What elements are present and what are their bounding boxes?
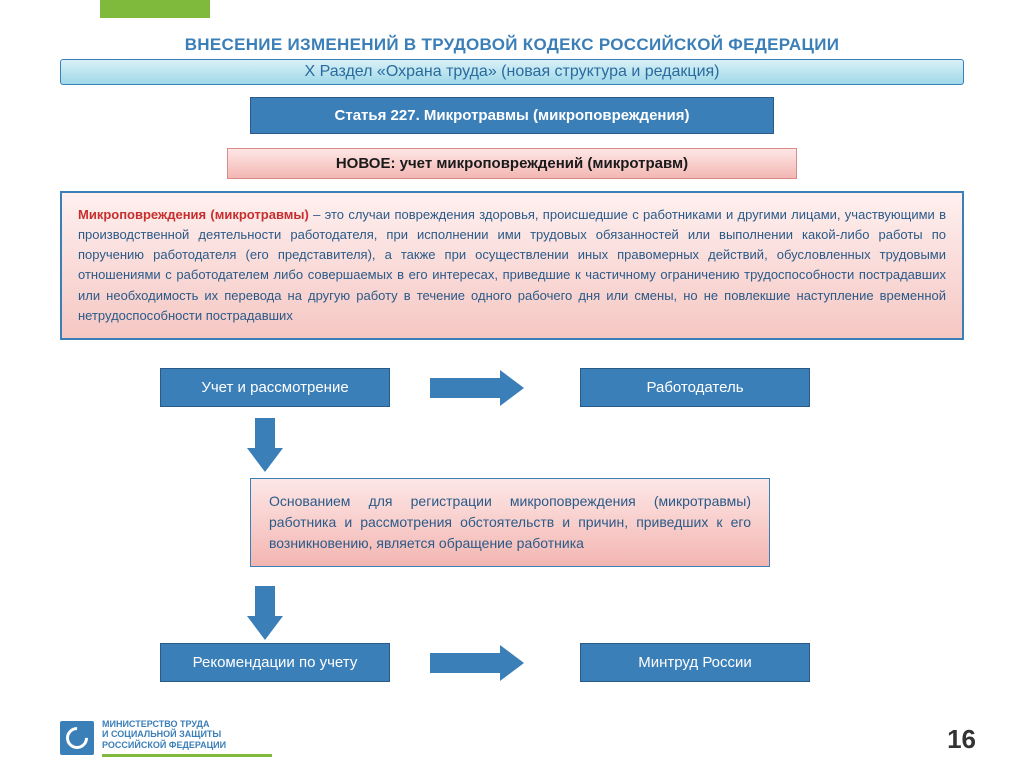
- arrow-review-to-employer-head: [500, 370, 524, 406]
- ministry-logo-text: МИНИСТЕРСТВО ТРУДА И СОЦИАЛЬНОЙ ЗАЩИТЫ Р…: [102, 719, 272, 757]
- arrow-down-1-body: [255, 418, 275, 448]
- box-review: Учет и рассмотрение: [160, 368, 390, 407]
- arrow-down-1-head: [247, 448, 283, 472]
- ministry-logo-icon: [60, 721, 94, 755]
- box-basis: Основанием для регистрации микроповрежде…: [250, 478, 770, 567]
- arrow-down-2-body: [255, 586, 275, 616]
- arrow-recom-to-mintrud-head: [500, 645, 524, 681]
- arrow-recom-to-mintrud-body: [430, 653, 500, 673]
- definition-term: Микроповреждения (микротравмы): [78, 207, 309, 222]
- flowchart: Учет и рассмотрение Работодатель Основан…: [60, 368, 964, 688]
- header-green-accent: [100, 0, 210, 18]
- page-title: ВНЕСЕНИЕ ИЗМЕНЕНИЙ В ТРУДОВОЙ КОДЕКС РОС…: [60, 35, 964, 55]
- definition-box: Микроповреждения (микротравмы) – это слу…: [60, 191, 964, 340]
- page-number: 16: [947, 724, 976, 755]
- box-employer: Работодатель: [580, 368, 810, 407]
- box-recommend: Рекомендации по учету: [160, 643, 390, 682]
- arrow-review-to-employer-body: [430, 378, 500, 398]
- box-mintrud: Минтруд России: [580, 643, 810, 682]
- new-label-bar: НОВОЕ: учет микроповреждений (микротравм…: [227, 148, 797, 179]
- subtitle-bar: X Раздел «Охрана труда» (новая структура…: [60, 59, 964, 85]
- arrow-down-2-head: [247, 616, 283, 640]
- ministry-logo: МИНИСТЕРСТВО ТРУДА И СОЦИАЛЬНОЙ ЗАЩИТЫ Р…: [60, 719, 272, 757]
- definition-body: – это случаи повреждения здоровья, проис…: [78, 207, 946, 323]
- article-bar: Статья 227. Микротравмы (микроповреждени…: [250, 97, 774, 134]
